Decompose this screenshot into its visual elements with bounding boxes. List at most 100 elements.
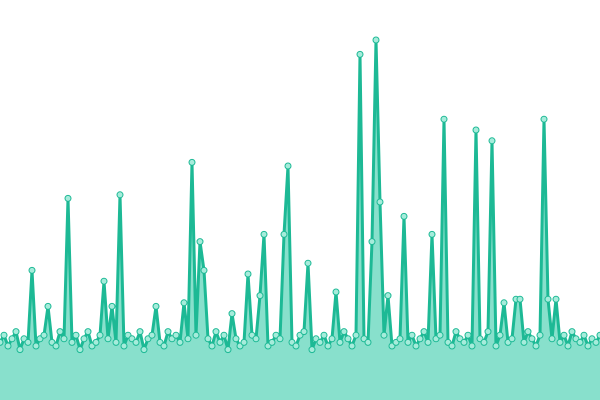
marker xyxy=(172,331,180,339)
marker xyxy=(328,335,336,343)
marker xyxy=(580,331,588,339)
marker xyxy=(152,302,160,310)
marker xyxy=(212,328,220,336)
marker xyxy=(548,335,556,343)
marker xyxy=(64,194,72,202)
marker xyxy=(176,338,184,346)
marker xyxy=(256,292,264,300)
marker xyxy=(340,328,348,336)
marker xyxy=(132,338,140,346)
marker xyxy=(72,331,80,339)
marker xyxy=(332,288,340,296)
marker xyxy=(564,342,572,350)
marker xyxy=(416,335,424,343)
marker xyxy=(352,331,360,339)
marker xyxy=(384,292,392,300)
marker xyxy=(208,342,216,350)
marker xyxy=(524,328,532,336)
marker xyxy=(584,342,592,350)
marker xyxy=(516,295,524,303)
marker xyxy=(532,342,540,350)
marker xyxy=(308,346,316,354)
marker xyxy=(480,338,488,346)
marker xyxy=(180,299,188,307)
marker xyxy=(28,266,36,274)
marker xyxy=(448,342,456,350)
marker xyxy=(348,342,356,350)
marker xyxy=(380,331,388,339)
marker xyxy=(184,335,192,343)
marker xyxy=(196,238,204,246)
marker xyxy=(8,335,16,343)
marker xyxy=(192,331,200,339)
marker xyxy=(280,230,288,238)
marker xyxy=(224,346,232,354)
marker xyxy=(508,335,516,343)
marker xyxy=(368,238,376,246)
marker xyxy=(496,331,504,339)
marker xyxy=(228,310,236,318)
marker xyxy=(436,331,444,339)
marker xyxy=(140,346,148,354)
marker xyxy=(592,338,600,346)
marker xyxy=(424,338,432,346)
marker xyxy=(68,338,76,346)
marker xyxy=(52,342,60,350)
marker xyxy=(84,328,92,336)
marker xyxy=(540,115,548,123)
marker xyxy=(452,328,460,336)
marker xyxy=(0,338,4,346)
marker xyxy=(304,259,312,267)
marker xyxy=(404,338,412,346)
marker xyxy=(440,115,448,123)
marker xyxy=(344,335,352,343)
marker xyxy=(16,346,24,354)
marker xyxy=(316,338,324,346)
marker xyxy=(268,338,276,346)
marker xyxy=(412,342,420,350)
marker xyxy=(12,328,20,336)
marker xyxy=(40,331,48,339)
marker xyxy=(216,338,224,346)
marker xyxy=(472,126,480,134)
marker xyxy=(120,342,128,350)
marker xyxy=(0,331,8,339)
marker xyxy=(148,331,156,339)
marker xyxy=(60,335,68,343)
marker xyxy=(464,331,472,339)
marker xyxy=(56,328,64,336)
marker xyxy=(220,331,228,339)
marker xyxy=(552,295,560,303)
marker xyxy=(356,50,364,58)
marker xyxy=(232,335,240,343)
marker xyxy=(252,335,260,343)
marker xyxy=(372,36,380,44)
marker xyxy=(468,342,476,350)
marker xyxy=(500,299,508,307)
marker xyxy=(576,338,584,346)
marker xyxy=(24,338,32,346)
marker xyxy=(204,335,212,343)
marker xyxy=(364,338,372,346)
marker xyxy=(200,266,208,274)
marker xyxy=(428,230,436,238)
marker xyxy=(240,338,248,346)
marker xyxy=(536,331,544,339)
marker xyxy=(104,335,112,343)
marker xyxy=(292,342,300,350)
marker xyxy=(76,346,84,354)
marker xyxy=(108,302,116,310)
marker xyxy=(596,331,600,339)
marker xyxy=(188,158,196,166)
marker xyxy=(376,198,384,206)
marker xyxy=(420,328,428,336)
marker xyxy=(324,342,332,350)
marker xyxy=(520,338,528,346)
marker xyxy=(100,277,108,285)
marker xyxy=(488,137,496,145)
marker xyxy=(112,338,120,346)
marker xyxy=(44,302,52,310)
marker xyxy=(284,162,292,170)
